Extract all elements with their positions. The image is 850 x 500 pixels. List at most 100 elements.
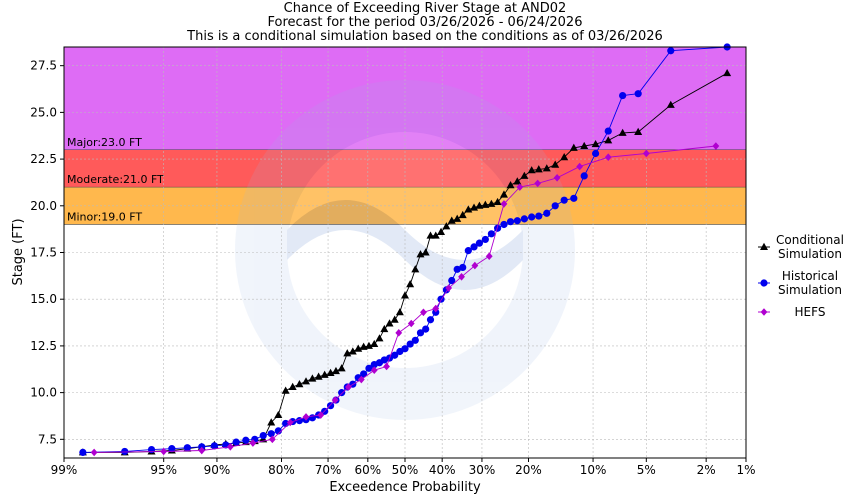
data-point-historical-simulation bbox=[168, 445, 176, 453]
x-axis-label: Exceedence Probability bbox=[329, 480, 481, 495]
data-point-historical-simulation bbox=[267, 430, 275, 438]
data-point-hefs bbox=[420, 308, 427, 317]
x-tick-label: 70% bbox=[315, 463, 342, 477]
data-point-conditional-simulation bbox=[380, 324, 389, 333]
y-tick-label: 12.5 bbox=[30, 339, 57, 353]
data-point-historical-simulation bbox=[619, 91, 627, 100]
data-point-conditional-simulation bbox=[406, 280, 415, 288]
x-tick-label: 90% bbox=[204, 463, 231, 477]
data-point-historical-simulation bbox=[487, 230, 495, 238]
data-point-conditional-simulation bbox=[416, 250, 425, 258]
data-point-historical-simulation bbox=[259, 431, 267, 440]
data-point-conditional-simulation bbox=[281, 386, 290, 394]
y-tick-label: 10.0 bbox=[30, 386, 57, 400]
data-point-hefs bbox=[553, 173, 561, 182]
data-point-hefs bbox=[226, 442, 234, 451]
data-point-historical-simulation bbox=[591, 149, 600, 158]
data-point-conditional-simulation bbox=[421, 248, 430, 256]
data-point-historical-simulation bbox=[274, 427, 282, 435]
x-tick-label: 60% bbox=[354, 463, 381, 477]
data-point-hefs bbox=[576, 162, 584, 171]
x-tick-label: 80% bbox=[268, 463, 295, 477]
data-point-conditional-simulation bbox=[308, 374, 317, 382]
data-point-conditional-simulation bbox=[458, 210, 467, 219]
data-point-historical-simulation bbox=[453, 265, 461, 273]
data-point-conditional-simulation bbox=[442, 222, 451, 230]
data-point-conditional-simulation bbox=[591, 139, 600, 148]
data-point-historical-simulation bbox=[232, 438, 240, 446]
chart-title: Chance of Exceeding River Stage at AND02… bbox=[186, 1, 663, 44]
data-point-conditional-simulation bbox=[385, 319, 394, 327]
legend: ConditionalSimulationHistoricalSimulatio… bbox=[758, 233, 844, 319]
data-point-conditional-simulation bbox=[447, 216, 456, 224]
data-point-conditional-simulation bbox=[475, 201, 484, 209]
data-point-historical-simulation bbox=[634, 90, 642, 98]
data-point-historical-simulation bbox=[494, 224, 502, 232]
data-point-historical-simulation bbox=[391, 351, 399, 359]
data-point-conditional-simulation bbox=[320, 370, 329, 378]
data-point-hefs bbox=[317, 411, 325, 419]
data-point-hefs bbox=[268, 435, 276, 444]
data-point-hefs bbox=[642, 149, 650, 158]
chart-title-line-3: This is a conditional simulation based o… bbox=[186, 29, 663, 44]
y-tick-label: 22.5 bbox=[30, 152, 57, 166]
legend-label: Historical bbox=[782, 269, 838, 283]
data-point-historical-simulation bbox=[464, 247, 472, 255]
data-point-hefs bbox=[160, 447, 168, 456]
data-point-hefs bbox=[445, 284, 453, 292]
data-point-hefs bbox=[383, 362, 390, 371]
data-point-conditional-simulation bbox=[470, 203, 479, 211]
data-point-conditional-simulation bbox=[542, 164, 551, 172]
x-tick-label: 40% bbox=[429, 463, 456, 477]
y-tick-label: 25.0 bbox=[30, 105, 57, 119]
x-tick-label: 50% bbox=[392, 463, 419, 477]
data-point-hefs bbox=[516, 183, 524, 191]
data-point-conditional-simulation bbox=[395, 308, 404, 316]
x-tick-label: 1% bbox=[736, 463, 755, 477]
data-point-conditional-simulation bbox=[302, 377, 311, 385]
data-point-conditional-simulation bbox=[354, 344, 363, 352]
data-point-historical-simulation bbox=[560, 196, 568, 204]
data-point-historical-simulation bbox=[401, 345, 409, 353]
data-point-conditional-simulation bbox=[513, 177, 522, 185]
y-tick-label: 27.5 bbox=[30, 59, 57, 73]
legend-item-hefs: HEFS bbox=[758, 305, 825, 319]
data-point-historical-simulation bbox=[242, 436, 250, 444]
watermark-inner-circle bbox=[287, 132, 523, 368]
data-point-hefs bbox=[90, 448, 98, 457]
data-point-hefs bbox=[500, 200, 508, 208]
y-axis-ticks: 7.5 10.0 12.5 15.0 17.5 20.0 22.5 25.0 27.5 bbox=[30, 59, 64, 446]
data-point-hefs bbox=[198, 446, 206, 455]
data-point-conditional-simulation bbox=[401, 291, 409, 299]
data-point-historical-simulation bbox=[121, 447, 129, 456]
y-tick-label: 20.0 bbox=[30, 199, 57, 213]
data-point-historical-simulation bbox=[475, 239, 484, 247]
data-point-historical-simulation bbox=[326, 402, 335, 410]
data-point-historical-simulation bbox=[604, 127, 612, 135]
series-hefs bbox=[90, 142, 720, 457]
x-tick-label: 95% bbox=[150, 463, 177, 477]
data-point-conditional-simulation bbox=[580, 141, 589, 150]
data-point-conditional-simulation bbox=[343, 349, 352, 357]
legend-label: HEFS bbox=[795, 305, 826, 319]
data-point-historical-simulation bbox=[422, 325, 430, 333]
data-point-conditional-simulation bbox=[499, 190, 508, 198]
plot-area: Minor:19.0 FT Moderate:21.0 FT Major:23.0 … bbox=[63, 43, 747, 459]
data-point-historical-simulation bbox=[338, 389, 346, 397]
data-point-conditional-simulation bbox=[437, 227, 446, 235]
legend-label: Simulation bbox=[778, 247, 842, 261]
data-point-conditional-simulation bbox=[520, 171, 529, 179]
data-point-conditional-simulation bbox=[375, 334, 384, 342]
data-point-conditional-simulation bbox=[364, 341, 373, 349]
data-point-conditional-simulation bbox=[604, 136, 613, 144]
data-point-historical-simulation bbox=[528, 213, 536, 221]
data-point-conditional-simulation bbox=[534, 165, 543, 173]
data-point-hefs bbox=[249, 439, 257, 447]
data-point-hefs bbox=[331, 396, 339, 404]
data-point-historical-simulation bbox=[506, 218, 515, 226]
legend-marker-conditional-simulation bbox=[760, 242, 768, 250]
data-point-conditional-simulation bbox=[634, 127, 643, 136]
y-axis-label: Stage (FT) bbox=[11, 218, 26, 285]
data-point-historical-simulation bbox=[580, 172, 588, 180]
